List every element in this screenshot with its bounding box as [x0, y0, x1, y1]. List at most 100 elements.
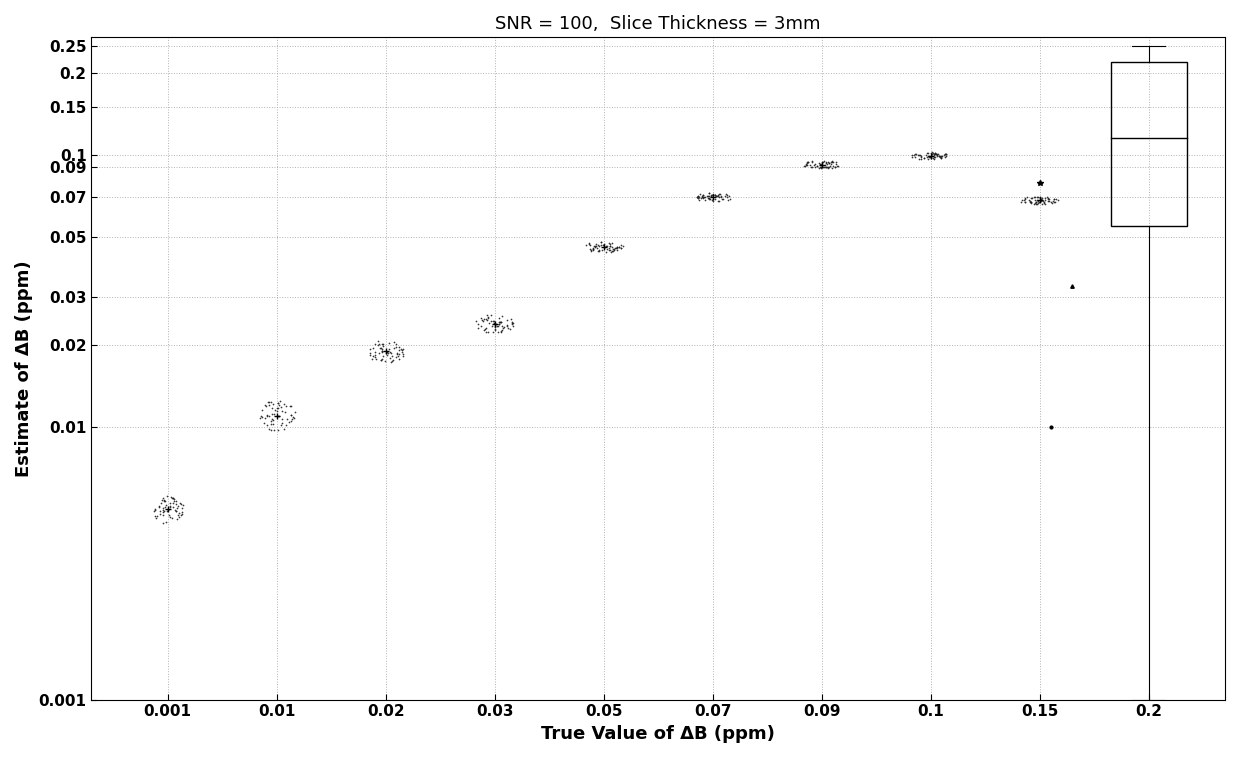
Point — [280, 409, 300, 421]
Point — [1012, 194, 1032, 206]
Point — [915, 149, 935, 161]
Point — [910, 153, 930, 165]
Point — [1039, 195, 1059, 207]
Point — [693, 193, 713, 205]
Point — [166, 495, 186, 507]
Point — [1027, 190, 1047, 202]
Point — [382, 350, 402, 362]
Point — [255, 412, 275, 424]
Point — [160, 501, 180, 513]
Point — [826, 158, 846, 170]
Point — [1038, 193, 1058, 205]
Point — [918, 150, 937, 162]
Point — [387, 346, 407, 359]
Point — [372, 345, 392, 357]
Point — [919, 151, 939, 163]
Point — [1044, 196, 1064, 208]
Point — [154, 517, 174, 529]
Point — [485, 321, 505, 333]
Point — [816, 161, 836, 174]
Point — [585, 240, 605, 252]
Point — [596, 243, 616, 255]
Point — [794, 160, 813, 172]
Point — [802, 155, 822, 168]
Point — [382, 355, 402, 367]
Point — [170, 496, 190, 509]
Point — [608, 241, 627, 253]
Point — [825, 161, 844, 174]
Point — [931, 152, 951, 164]
Point — [589, 244, 609, 256]
Point — [257, 400, 277, 412]
Point — [361, 346, 381, 359]
Point — [802, 161, 822, 174]
Point — [810, 161, 830, 173]
Point — [914, 152, 934, 164]
Point — [153, 494, 172, 506]
Point — [268, 409, 288, 421]
Point — [476, 326, 496, 338]
Point — [1030, 190, 1050, 202]
Point — [371, 354, 391, 366]
Point — [712, 193, 732, 205]
Point — [796, 158, 816, 171]
Point — [611, 239, 631, 251]
Point — [936, 149, 956, 161]
Point — [1016, 192, 1035, 204]
Point — [715, 188, 735, 200]
Point — [707, 190, 727, 202]
Point — [362, 353, 382, 365]
Point — [817, 161, 837, 173]
Point — [699, 193, 719, 205]
Point — [589, 239, 609, 251]
Point — [391, 343, 410, 356]
Point — [711, 190, 730, 202]
Point — [611, 243, 631, 255]
Point — [935, 149, 955, 161]
Point — [502, 316, 522, 328]
Point — [588, 242, 608, 254]
Point — [713, 193, 733, 205]
Point — [720, 193, 740, 205]
Point — [260, 396, 280, 408]
Point — [603, 245, 622, 257]
Point — [167, 509, 187, 521]
Point — [155, 500, 175, 512]
Point — [918, 153, 937, 165]
Point — [593, 239, 613, 251]
Point — [258, 396, 278, 408]
Point — [925, 148, 945, 160]
Point — [924, 148, 944, 160]
Point — [387, 350, 407, 362]
Point — [694, 191, 714, 203]
Point — [475, 323, 495, 335]
Point — [1034, 196, 1054, 208]
Point — [599, 243, 619, 255]
Point — [718, 193, 738, 205]
Point — [494, 321, 513, 334]
Point — [274, 398, 294, 410]
Point — [370, 342, 389, 354]
Point — [591, 239, 611, 251]
Point — [368, 338, 388, 350]
Point — [164, 492, 184, 504]
Point — [706, 189, 725, 201]
Point — [361, 343, 381, 356]
Point — [816, 161, 836, 174]
Point — [262, 424, 281, 437]
Point — [926, 148, 946, 160]
Point — [378, 346, 398, 359]
Point — [905, 148, 925, 160]
Point — [490, 315, 510, 327]
Point — [591, 236, 611, 249]
Point — [160, 497, 180, 509]
Point — [696, 194, 715, 206]
Point — [149, 501, 169, 513]
Point — [361, 349, 381, 361]
Point — [811, 161, 831, 174]
Point — [608, 241, 627, 253]
Point — [474, 324, 494, 337]
Point — [371, 342, 391, 354]
Point — [492, 310, 512, 322]
Point — [1028, 195, 1048, 207]
